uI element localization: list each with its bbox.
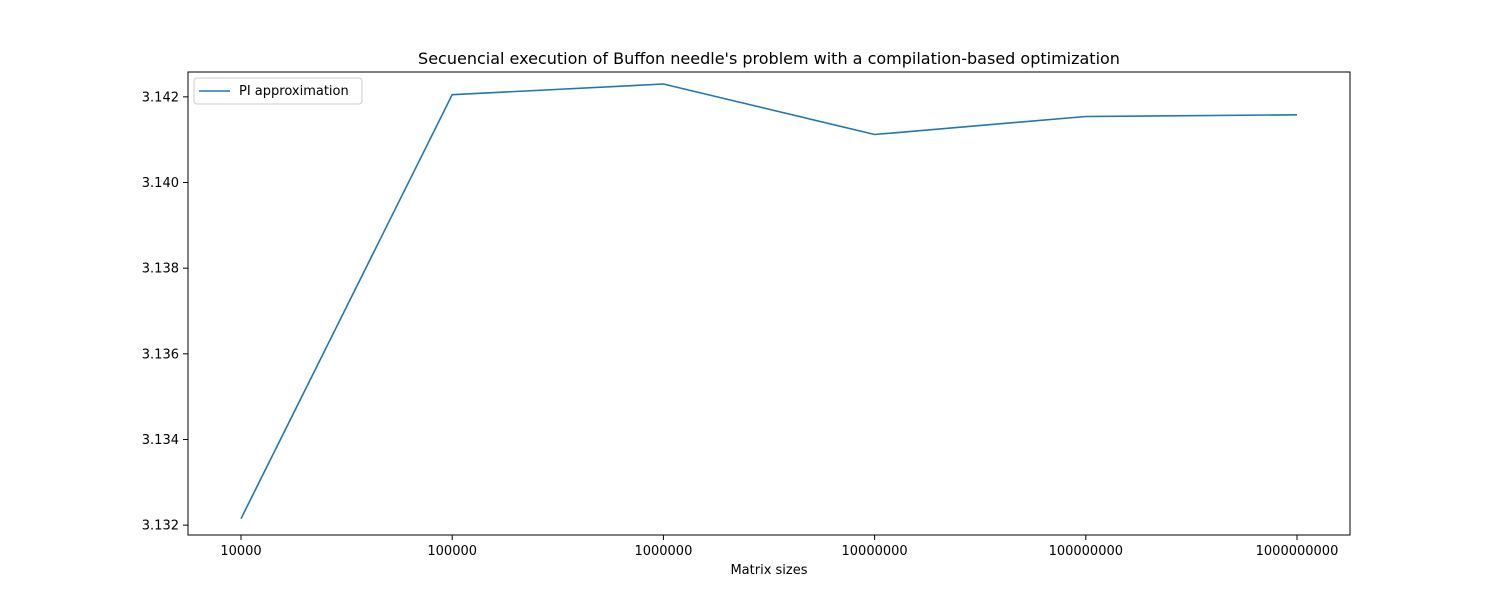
y-tick-label: 3.132: [142, 519, 179, 534]
x-axis: 10000 100000 1000000 10000000 100000000 10000…: [220, 535, 1338, 559]
y-tick-label: 3.138: [142, 262, 179, 277]
series-line-pi-approximation: [240, 83, 1298, 520]
chart-title: Secuencial execution of Buffon needle's …: [418, 49, 1120, 68]
legend-box: [193, 77, 363, 105]
y-tick-label: 3.142: [142, 90, 179, 105]
x-axis-label: Matrix sizes: [730, 563, 807, 578]
y-tick-label: 3.140: [142, 176, 179, 191]
plot-area: [187, 71, 1351, 536]
y-tick-label: 3.136: [142, 347, 179, 362]
y-tick-label: 3.134: [142, 433, 179, 448]
y-axis: 3.132 3.134 3.136 3.138 3.140 3.142: [142, 90, 188, 534]
x-tick-label: 100000: [427, 544, 477, 559]
x-tick-label: 10000000: [842, 544, 908, 559]
legend: PI approximation: [193, 77, 363, 105]
x-tick-label: 100000000: [1049, 544, 1123, 559]
x-tick-label: 1000000000: [1256, 544, 1339, 559]
legend-label: PI approximation: [239, 84, 349, 99]
x-tick-label: 1000000: [634, 544, 692, 559]
x-tick-label: 10000: [220, 544, 261, 559]
